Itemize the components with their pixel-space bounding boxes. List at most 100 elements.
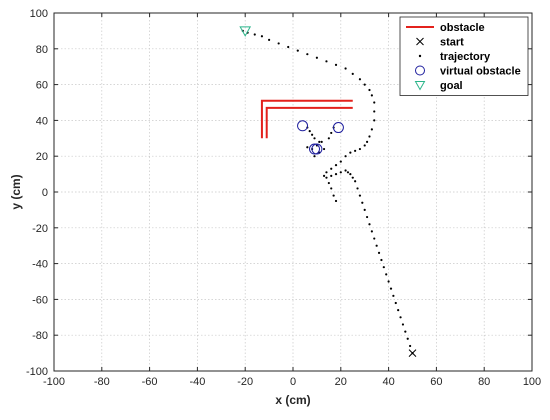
trajectory-point: [387, 280, 390, 283]
trajectory-point: [330, 131, 333, 135]
trajectory-point: [361, 201, 364, 204]
trajectory-point: [354, 180, 357, 183]
trajectory-point: [346, 171, 350, 174]
trajectory-point: [315, 56, 318, 59]
trajectory-point: [373, 237, 376, 240]
trajectory-point: [368, 135, 371, 138]
data-marks: [239, 26, 417, 357]
legend-virtual-obstacle-swatch: [415, 65, 425, 76]
trajectory-point: [308, 130, 311, 133]
x-tick-label: -80: [94, 376, 110, 388]
y-tick-label: 40: [36, 115, 48, 127]
y-tick-label: -40: [32, 259, 48, 271]
trajectory-point: [334, 173, 338, 176]
trajectory-point: [253, 33, 256, 36]
trajectory-point: [344, 169, 347, 172]
trajectory-point: [320, 140, 323, 143]
trajectory-point: [358, 78, 362, 81]
legend-label: start: [440, 37, 464, 49]
legend-label: obstacle: [440, 22, 485, 34]
trajectory-point: [368, 88, 371, 92]
legend-label: goal: [440, 80, 463, 92]
trajectory-point: [373, 110, 376, 113]
trajectory-point: [327, 137, 330, 140]
trajectory-point: [325, 171, 328, 174]
y-tick-label: 0: [42, 187, 48, 199]
trajectory-point: [358, 194, 362, 197]
y-tick-label: -20: [32, 223, 48, 235]
trajectory-point: [351, 72, 354, 75]
y-tick-label: -100: [26, 366, 48, 378]
legend-goal-swatch: [414, 81, 426, 91]
trajectory-point: [344, 67, 347, 70]
x-tick-label: 0: [290, 376, 296, 388]
trajectory-point: [334, 164, 338, 167]
trajectory-point: [325, 60, 328, 63]
trajectory-point: [389, 287, 393, 290]
trajectory-point: [332, 194, 335, 197]
trajectory-point: [365, 215, 369, 219]
virtual-obstacle-marker: [332, 122, 344, 134]
legend: obstacle start trajectory virtual obstacle g…: [399, 16, 529, 96]
trajectory-point: [334, 63, 338, 67]
trajectory-point: [385, 273, 388, 276]
trajectory-point: [399, 316, 402, 319]
trajectory-point: [401, 323, 405, 326]
y-tick-label: 100: [30, 8, 48, 20]
y-tick-label: 60: [36, 80, 48, 92]
obstacle-line: [265, 106, 353, 139]
trajectory-point: [313, 137, 316, 140]
trajectory-point: [351, 176, 354, 179]
legend-trajectory-swatch: [418, 54, 422, 58]
trajectory-point: [334, 199, 338, 203]
trajectory-point: [277, 42, 280, 45]
x-tick-label: 80: [478, 376, 490, 388]
trajectory-point: [404, 330, 407, 333]
x-tick-label: 60: [430, 376, 442, 388]
trajectory-point: [318, 140, 321, 143]
trajectory-point: [260, 35, 264, 38]
virtual-obstacle-marker: [311, 143, 323, 155]
trajectory-point: [344, 155, 347, 158]
trajectory-point: [382, 266, 385, 269]
x-axis-label: x (cm): [275, 393, 310, 407]
y-tick-label: 80: [36, 44, 48, 56]
trajectory-point: [358, 147, 362, 151]
x-tick-label: 100: [523, 376, 541, 388]
trajectory-point: [375, 244, 378, 247]
trajectory-point: [296, 49, 299, 52]
trajectory-point: [306, 146, 309, 149]
x-tick-label: -100: [43, 376, 65, 388]
legend-box: [399, 16, 529, 96]
legend-label: trajectory: [440, 51, 491, 63]
trajectory-point: [406, 337, 409, 340]
trajectory-point: [349, 173, 352, 176]
trajectory-point: [349, 151, 352, 154]
trajectory-point: [363, 208, 366, 211]
goal-marker: [239, 26, 252, 37]
trajectory-point: [370, 94, 373, 97]
x-tick-label: 40: [382, 376, 394, 388]
trajectory-point: [365, 140, 369, 143]
trajectory-point: [330, 174, 333, 177]
obstacle-line: [260, 99, 353, 139]
trajectory-point: [322, 147, 326, 151]
x-tick-label: -20: [237, 376, 253, 388]
trajectory-point: [322, 174, 326, 177]
trajectory-point: [287, 45, 290, 49]
trajectory-point: [373, 119, 376, 122]
x-tick-label: -60: [142, 376, 158, 388]
trajectory-point: [409, 344, 412, 348]
trajectory-point: [339, 171, 342, 174]
y-tick-label: 20: [36, 151, 48, 163]
trajectory-point: [306, 53, 309, 56]
trajectory-point: [411, 352, 414, 355]
trajectory-point: [370, 230, 373, 233]
y-tick-label: -80: [32, 330, 48, 342]
trajectory-point: [394, 301, 397, 305]
trajectory-point: [397, 309, 400, 312]
trajectory-point: [313, 155, 316, 158]
virtual-obstacle-marker: [309, 143, 321, 155]
trajectory-point: [354, 149, 357, 152]
